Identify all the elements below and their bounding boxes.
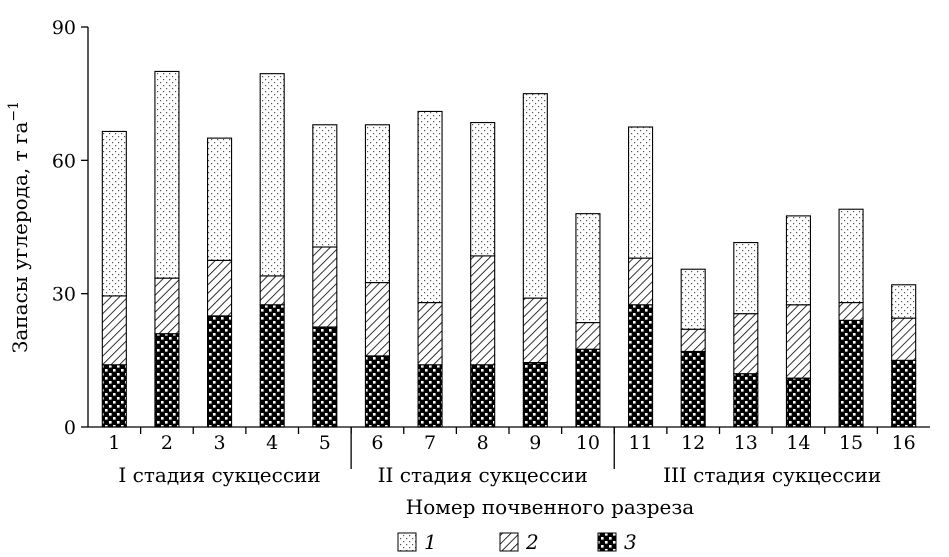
legend: 1 2 3: [397, 530, 637, 554]
bar-segment-13-series-3: [733, 373, 759, 428]
bar-segment-12-series-2: [680, 328, 706, 352]
y-axis-title-main: Запасы углерода, т га: [8, 121, 32, 353]
x-tick-label: 10: [576, 432, 600, 454]
legend-label-2: 2: [525, 530, 539, 554]
y-axis-title: Запасы углерода, т га−1: [6, 101, 32, 353]
legend-swatch-1: [397, 532, 417, 552]
bar-segment-6-series-2: [364, 282, 390, 357]
x-tick-label: 1: [108, 432, 120, 454]
bar-segment-11-series-1: [628, 126, 654, 259]
legend-swatch-3: [597, 532, 617, 552]
bar-segment-12-series-3: [680, 350, 706, 428]
y-tick-label: 30: [52, 284, 76, 306]
bar-segment-9-series-3: [522, 362, 548, 428]
bar-segment-13-series-2: [733, 313, 759, 375]
bar-segment-6-series-3: [364, 355, 390, 428]
bar-segment-2-series-1: [154, 70, 180, 279]
bar-segment-3-series-3: [207, 315, 233, 428]
bar-segment-10-series-2: [575, 322, 601, 350]
y-tick-label: 0: [64, 417, 76, 439]
group-label: I стадия сукцессии: [118, 463, 320, 487]
x-tick-label: 3: [214, 432, 226, 454]
bar-segment-16-series-3: [891, 359, 917, 428]
bar-segment-4-series-3: [259, 304, 285, 428]
x-tick-label: 8: [477, 432, 489, 454]
x-axis-title: Номер почвенного разреза: [406, 495, 694, 519]
bar-segment-14-series-1: [785, 215, 811, 306]
bar-segment-13-series-1: [733, 242, 759, 315]
bar-segment-11-series-3: [628, 304, 654, 428]
bar-segment-7-series-1: [417, 110, 443, 304]
bar-segment-7-series-2: [417, 302, 443, 366]
x-tick-label: 5: [319, 432, 331, 454]
x-tick-label: 7: [424, 432, 436, 454]
x-tick-label: 4: [266, 432, 278, 454]
bar-segment-3-series-1: [207, 137, 233, 261]
x-tick-label: 15: [839, 432, 863, 454]
y-tick-label: 90: [52, 17, 76, 39]
group-label: III стадия сукцессии: [663, 463, 881, 487]
x-tick-label: 13: [734, 432, 758, 454]
bar-segment-7-series-3: [417, 364, 443, 428]
bar-segment-10-series-3: [575, 348, 601, 428]
bar-segment-1-series-2: [101, 295, 127, 366]
bar-segment-6-series-1: [364, 124, 390, 284]
bar-segment-5-series-3: [312, 326, 338, 428]
bar-segment-14-series-2: [785, 304, 811, 379]
legend-label-1: 1: [424, 530, 437, 554]
bar-segment-1-series-3: [101, 364, 127, 428]
x-tick-label: 11: [628, 432, 652, 454]
stage-groups: I стадия сукцессии II стадия сукцессии III…: [118, 427, 881, 487]
bar-segment-15-series-2: [838, 302, 864, 321]
bar-segment-10-series-1: [575, 213, 601, 324]
legend-label-3: 3: [624, 530, 637, 554]
bar-segment-5-series-2: [312, 246, 338, 328]
x-tick-label: 6: [371, 432, 383, 454]
x-tick-label: 12: [681, 432, 705, 454]
bar-segment-11-series-2: [628, 257, 654, 306]
bar-segment-14-series-3: [785, 377, 811, 428]
bar-segment-2-series-3: [154, 333, 180, 428]
legend-swatch-2: [499, 532, 519, 552]
x-tick-label: 9: [529, 432, 541, 454]
bars-layer: [101, 70, 917, 428]
bar-segment-8-series-3: [470, 364, 496, 428]
bar-segment-5-series-1: [312, 124, 338, 248]
bar-segment-9-series-1: [522, 93, 548, 299]
y-tick-label: 60: [52, 150, 76, 172]
bar-segment-4-series-1: [259, 73, 285, 277]
bar-segment-16-series-2: [891, 317, 917, 361]
bar-segment-15-series-1: [838, 208, 864, 304]
bar-segment-12-series-1: [680, 268, 706, 330]
x-tick-label: 14: [786, 432, 810, 454]
x-tick-label: 2: [161, 432, 173, 454]
bar-segment-2-series-2: [154, 277, 180, 335]
group-label: II стадия сукцессии: [378, 463, 588, 487]
bar-segment-8-series-1: [470, 122, 496, 257]
y-axis-title-superscript: −1: [6, 101, 22, 122]
bar-segment-16-series-1: [891, 284, 917, 319]
bar-segment-4-series-2: [259, 275, 285, 306]
bar-segment-8-series-2: [470, 255, 496, 366]
bar-segment-1-series-1: [101, 130, 127, 297]
x-ticks: 1 2 3 4 5 6 7 8 9 10 11 12 13 14 15 16: [108, 427, 916, 454]
x-tick-label: 16: [892, 432, 916, 454]
bar-segment-3-series-2: [207, 259, 233, 317]
y-ticks: 0 30 60 90: [52, 17, 88, 439]
y-axis-title-group: Запасы углерода, т га−1: [6, 101, 32, 353]
bar-segment-15-series-3: [838, 319, 864, 428]
bar-segment-9-series-2: [522, 297, 548, 364]
